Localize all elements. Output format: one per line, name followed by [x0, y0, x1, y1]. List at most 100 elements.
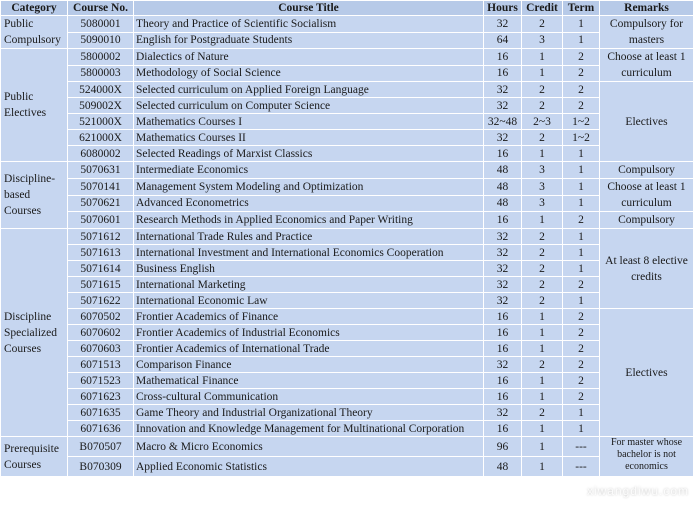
remarks-cell: Electives: [599, 308, 693, 437]
term: 1: [562, 260, 600, 277]
course-no: 6070602: [67, 324, 134, 341]
table-row: 6071636 Innovation and Knowledge Managem…: [1, 420, 693, 437]
course-title: Innovation and Knowledge Management for …: [133, 420, 484, 437]
hours: 16: [483, 64, 522, 82]
term: 1: [562, 178, 600, 196]
category-discipline-specialized: Discipline Specialized Courses: [0, 228, 68, 437]
table-row: 6071623 Cross-cultural Communication 16 …: [1, 388, 693, 405]
term: 2: [562, 81, 600, 98]
course-title: Management System Modeling and Optimizat…: [133, 178, 484, 196]
header-course-no: Course No.: [67, 0, 134, 16]
term: 1: [562, 244, 600, 261]
term: 2: [562, 388, 600, 405]
credit: 1: [521, 456, 563, 477]
course-title: Cross-cultural Communication: [133, 388, 484, 405]
credit: 3: [521, 178, 563, 196]
course-title: Selected Readings of Marxist Classics: [133, 145, 484, 162]
credit: 1: [521, 340, 563, 357]
course-title: Dialectics of Nature: [133, 48, 484, 66]
hours: 32: [483, 244, 522, 261]
credit: 2: [521, 129, 563, 146]
credit: 2: [521, 81, 563, 98]
course-title: Frontier Academics of Finance: [133, 308, 484, 325]
course-no: 5071613: [67, 244, 134, 261]
course-title: Frontier Academics of Industrial Economi…: [133, 324, 484, 341]
course-title: Game Theory and Industrial Organizationa…: [133, 404, 484, 421]
course-no: 524000X: [67, 81, 134, 98]
table-row: 6070603 Frontier Academics of Internatio…: [1, 340, 693, 357]
header-course-title: Course Title: [133, 0, 484, 16]
hours: 32: [483, 404, 522, 421]
credit: 2: [521, 356, 563, 373]
course-no: 6071636: [67, 420, 134, 437]
table-row: 5071615 International Marketing 32 2 2: [1, 276, 693, 293]
credit: 1: [521, 308, 563, 325]
category-prerequisite: Prerequisite Courses: [0, 436, 68, 477]
table-row: Public Electives 5800002 Dialectics of N…: [0, 48, 693, 162]
term: 1: [562, 161, 600, 179]
credit: 2: [521, 292, 563, 309]
table-row: 6070502 Frontier Academics of Finance 16…: [1, 308, 693, 437]
course-no: 6070502: [67, 308, 134, 325]
table-row: 6071523 Mathematical Finance 16 1 2: [1, 372, 693, 389]
table-row: 6071635 Game Theory and Industrial Organ…: [1, 404, 693, 421]
credit: 3: [521, 31, 563, 49]
remarks-cell: Compulsory: [599, 211, 693, 229]
course-no: 5070631: [67, 161, 134, 179]
hours: 48: [483, 161, 522, 179]
course-title: Mathematical Finance: [133, 372, 484, 389]
table-row: 6080002 Selected Readings of Marxist Cla…: [1, 145, 693, 162]
term: 1: [562, 404, 600, 421]
credit: 1: [521, 420, 563, 437]
header-credit: Credit: [521, 0, 563, 16]
course-no: 6071635: [67, 404, 134, 421]
table-row: 5070141 Management System Modeling and O…: [1, 178, 693, 212]
category-discipline-based: Discipline-based Courses: [0, 161, 68, 229]
hours: 48: [483, 456, 522, 477]
category-public-compulsory: Public Compulsory: [0, 15, 68, 49]
hours: 48: [483, 194, 522, 212]
course-no: 5071612: [67, 228, 134, 245]
course-title: Mathematics Courses I: [133, 113, 484, 130]
remarks-cell: For master whose bachelor is not economi…: [599, 436, 693, 477]
credit: 2: [521, 260, 563, 277]
course-title: English for Postgraduate Students: [133, 31, 484, 49]
hours: 48: [483, 178, 522, 196]
term: 2: [562, 356, 600, 373]
course-title: Comparison Finance: [133, 356, 484, 373]
course-title: Applied Economic Statistics: [133, 456, 484, 477]
course-title: Advanced Econometrics: [133, 194, 484, 212]
hours: 16: [483, 324, 522, 341]
table-row: 524000X Selected curriculum on Applied F…: [1, 81, 693, 162]
course-title: Research Methods in Applied Economics an…: [133, 211, 484, 229]
course-no: 521000X: [67, 113, 134, 130]
credit: 1: [521, 211, 563, 229]
course-title: Business English: [133, 260, 484, 277]
course-no: 6071623: [67, 388, 134, 405]
credit: 2~3: [521, 113, 563, 130]
table-row: 5071614 Business English 32 2 1: [1, 260, 693, 277]
course-title: Theory and Practice of Scientific Social…: [133, 15, 484, 33]
table-row: 5071613 International Investment and Int…: [1, 244, 693, 261]
term: 1: [562, 31, 600, 49]
course-no: 5080001: [67, 15, 134, 33]
credit: 1: [521, 324, 563, 341]
header-row: Category Course No. Course Title Hours C…: [0, 0, 693, 16]
term: 1: [562, 145, 600, 162]
hours: 16: [483, 420, 522, 437]
course-title: International Economic Law: [133, 292, 484, 309]
hours: 32: [483, 15, 522, 33]
term: ---: [562, 456, 600, 477]
credit: 2: [521, 228, 563, 245]
course-title: Frontier Academics of International Trad…: [133, 340, 484, 357]
credit: 3: [521, 194, 563, 212]
hours: 16: [483, 308, 522, 325]
course-no: 5071615: [67, 276, 134, 293]
table-row: 509002X Selected curriculum on Computer …: [1, 97, 693, 114]
credit: 2: [521, 276, 563, 293]
credit: 1: [521, 145, 563, 162]
hours: 32: [483, 129, 522, 146]
course-no: 621000X: [67, 129, 134, 146]
course-title: Selected curriculum on Computer Science: [133, 97, 484, 114]
course-no: 5800003: [67, 64, 134, 82]
